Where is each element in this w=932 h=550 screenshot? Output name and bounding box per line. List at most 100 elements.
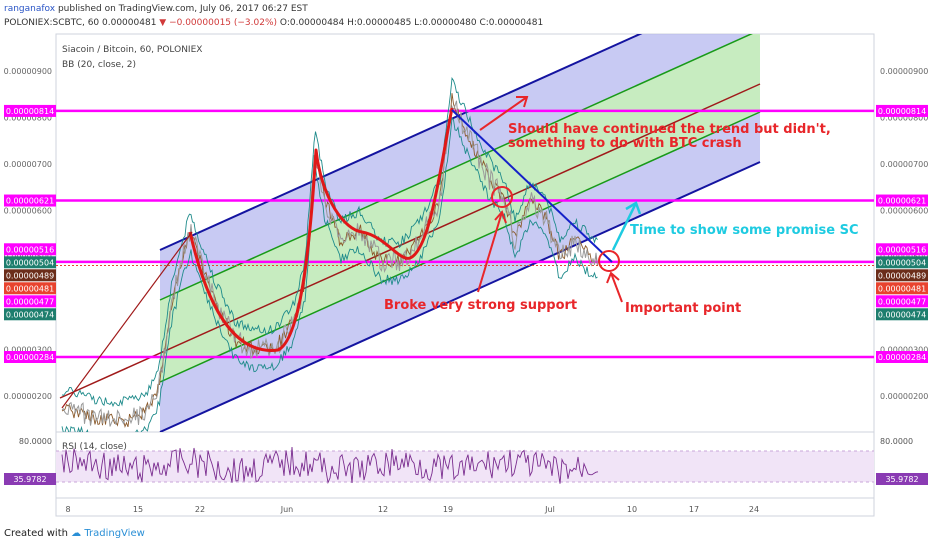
channel-midline (59, 83, 761, 399)
y-tick-right-2: 0.00000700 (880, 160, 928, 169)
y-tick-left-7: 0.00000200 (4, 392, 52, 401)
svg-text:35.9782: 35.9782 (13, 475, 46, 484)
footer: Created with ☁ TradingView (4, 528, 145, 539)
price-badge-left-4: 0.00000489 (4, 269, 56, 282)
price-change: ▼ −0.00000015 (−3.02%) (159, 18, 278, 28)
svg-text:0.00000489: 0.00000489 (878, 271, 926, 280)
x-tick-6: Jul (544, 505, 555, 514)
x-tick-2: 22 (195, 505, 205, 514)
arrow-important-point (606, 271, 623, 303)
price-badge-left-3: 0.00000504 (4, 256, 56, 269)
rsi-badge-left: 35.9782 (4, 473, 56, 485)
regression-channel-inner (160, 34, 760, 382)
x-tick-3: Jun (280, 505, 294, 514)
price-badge-right-2: 0.00000516 (876, 243, 928, 256)
y-tick-left-6: 0.00000300 (4, 346, 52, 355)
price-badge-right-4: 0.00000489 (876, 269, 928, 282)
y-tick-left-2: 0.00000700 (4, 160, 52, 169)
svg-text:0.00000621: 0.00000621 (6, 197, 54, 206)
svg-text:0.00000474: 0.00000474 (6, 310, 54, 319)
price-badge-right-7: 0.00000474 (876, 308, 928, 321)
svg-text:0.00000814: 0.00000814 (878, 107, 926, 116)
y-tick-left-0: 0.00000900 (4, 67, 52, 76)
bb-indicator-label: BB (20, close, 2) (62, 60, 136, 70)
price-badge-right-1: 0.00000621 (876, 194, 928, 207)
x-tick-5: 19 (443, 505, 453, 514)
main-plot-area: Should have continued the trend but didn… (56, 34, 874, 432)
price-badge-right-5: 0.00000481 (876, 282, 928, 295)
x-tick-7: 10 (627, 505, 637, 514)
svg-text:0.00000516: 0.00000516 (878, 245, 926, 254)
downtrend-line (451, 109, 613, 263)
tradingview-logo-icon: ☁ (71, 528, 82, 539)
svg-text:0.00000489: 0.00000489 (6, 271, 54, 280)
price-badge-left-6: 0.00000477 (4, 295, 56, 308)
rsi-series (61, 446, 599, 485)
arrow-up-continuation (479, 96, 529, 131)
price-badge-right-3: 0.00000504 (876, 256, 928, 269)
x-tick-0: 8 (65, 505, 70, 514)
chart-header-published: ranganafox published on TradingView.com,… (4, 4, 308, 14)
svg-text:0.00000284: 0.00000284 (878, 353, 926, 362)
price-badge-right-8: 0.00000284 (876, 351, 928, 363)
important-point-circle (598, 250, 620, 272)
chart-header-symbol: POLONIEX:SCBTC, 60 0.00000481 ▼ −0.00000… (4, 18, 543, 28)
svg-text:0.00000814: 0.00000814 (6, 107, 54, 116)
svg-text:35.9782: 35.9782 (885, 475, 918, 484)
y-tick-right-7: 0.00000200 (880, 392, 928, 401)
svg-text:0.00000481: 0.00000481 (6, 284, 54, 293)
cup-pattern-curve (188, 107, 454, 352)
channel-inner-lower-line (159, 111, 761, 383)
svg-text:0.00000477: 0.00000477 (6, 297, 54, 306)
rsi-badge-right: 35.9782 (876, 473, 928, 485)
y-tick-left-3: 0.00000600 (4, 206, 52, 215)
y-tick-right-1: 0.00000800 (880, 113, 928, 122)
rsi-tick-left: 80.0000 (19, 437, 52, 446)
svg-text:0.00000477: 0.00000477 (878, 297, 926, 306)
price-badge-left-2: 0.00000516 (4, 243, 56, 256)
rsi-label: RSI (14, close) (62, 442, 127, 452)
y-tick-left-1: 0.00000800 (4, 113, 52, 122)
ohlc-values: O:0.00000484 H:0.00000485 L:0.00000480 C… (279, 18, 544, 28)
arrow-up-promise (611, 201, 642, 251)
published-text: published on TradingView.com, July 06, 2… (57, 4, 308, 14)
svg-text:0.00000504: 0.00000504 (6, 258, 54, 267)
price-badge-left-7: 0.00000474 (4, 308, 56, 321)
left-trendline (61, 231, 193, 409)
price-badge-left-5: 0.00000481 (4, 282, 56, 295)
annotation-promise: Time to show some promise SC (630, 223, 859, 238)
price-series-secondary (61, 93, 598, 428)
bollinger-lower-band (61, 117, 598, 432)
x-tick-1: 15 (133, 505, 143, 514)
y-tick-right-6: 0.00000300 (880, 346, 928, 355)
x-tick-4: 12 (378, 505, 388, 514)
price-series (61, 100, 598, 427)
price-badge-left-0: 0.00000814 (4, 104, 56, 117)
svg-text:0.00000474: 0.00000474 (878, 310, 926, 319)
annotation-trend-line2: something to do with BTC crash (508, 136, 742, 151)
x-tick-9: 24 (749, 505, 759, 514)
price-badge-right-0: 0.00000814 (876, 104, 928, 117)
annotation-important: Important point (625, 301, 741, 316)
annotation-trend-line1: Should have continued the trend but didn… (508, 122, 831, 137)
chart-title: Siacoin / Bitcoin, 60, POLONIEX (62, 45, 202, 55)
channel-inner-upper-line (159, 34, 753, 301)
bollinger-upper-band (61, 77, 598, 408)
svg-text:0.00000504: 0.00000504 (878, 258, 926, 267)
symbol-price: POLONIEX:SCBTC, 60 0.00000481 (4, 18, 157, 28)
y-tick-right-0: 0.00000900 (880, 67, 928, 76)
created-with-label: Created with (4, 528, 68, 539)
tradingview-link[interactable]: TradingView (84, 528, 145, 539)
arrow-support-break (477, 210, 507, 293)
channel-lower-edge (159, 161, 761, 432)
svg-text:0.00000284: 0.00000284 (6, 353, 54, 362)
channel-upper-edge (159, 34, 643, 251)
x-tick-8: 17 (689, 505, 699, 514)
svg-text:0.00000481: 0.00000481 (878, 284, 926, 293)
support-break-circle (491, 186, 513, 208)
author-link[interactable]: ranganafox (4, 4, 56, 14)
price-badge-right-6: 0.00000477 (876, 295, 928, 308)
svg-text:0.00000516: 0.00000516 (6, 245, 54, 254)
price-badge-left-1: 0.00000621 (4, 194, 56, 207)
